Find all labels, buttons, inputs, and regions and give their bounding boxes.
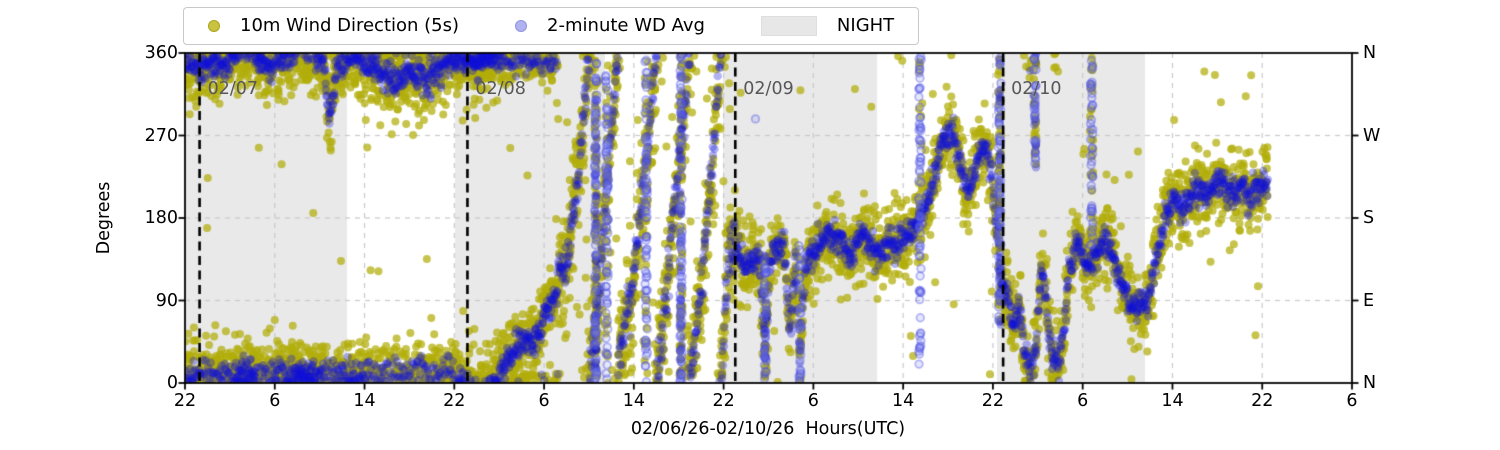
night-patch-icon [760, 16, 817, 36]
x-tick-label: 22 [1251, 391, 1274, 411]
x-tick-label: 14 [1161, 391, 1184, 411]
y-tick-label-left: 0 [166, 373, 178, 393]
x-tick-label: 22 [173, 391, 197, 411]
date-annotation-0210: 02/10 [1011, 79, 1062, 99]
legend-label-night: NIGHT [836, 15, 895, 36]
y-tick-label-left: 180 [144, 208, 178, 228]
x-tick-label: 14 [622, 391, 645, 411]
x-tick-label: 14 [892, 391, 915, 411]
lavender-dot-marker-icon [515, 20, 528, 32]
y-tick-label-left: 360 [144, 43, 178, 63]
y-tick-label-right-compass: E [1363, 290, 1375, 311]
x-tick-label: 14 [353, 391, 376, 411]
date-annotation-0208: 02/08 [475, 79, 526, 99]
y-tick-label-left: 90 [155, 290, 178, 311]
legend-label-wind-direction-5s: 10m Wind Direction (5s) [240, 15, 460, 36]
legend-label-wd-avg: 2-minute WD Avg [547, 15, 705, 36]
y-axis-label: Degrees [94, 181, 114, 255]
y-tick-label-right-compass: S [1363, 208, 1375, 228]
legend: 10m Wind Direction (5s) 2-minute WD Avg … [183, 7, 920, 45]
x-tick-label: 6 [538, 391, 550, 411]
x-tick-label: 6 [1077, 391, 1089, 411]
legend-item-wind-direction-5s: 10m Wind Direction (5s) [208, 8, 459, 44]
yellow-dot-marker-icon [208, 20, 220, 32]
x-tick-label: 6 [1346, 391, 1358, 411]
legend-item-wd-avg: 2-minute WD Avg [515, 8, 705, 44]
x-axis-label: 02/06/26-02/10/26 Hours(UTC) [630, 419, 906, 439]
y-tick-label-right-compass: N [1363, 43, 1377, 63]
x-tick-label: 6 [807, 391, 819, 411]
date-annotation-0207: 02/07 [207, 79, 259, 99]
x-tick-label: 22 [981, 391, 1005, 411]
y-tick-label-left: 270 [144, 125, 178, 146]
date-annotation-0209: 02/09 [743, 79, 794, 99]
y-tick-label-right-compass: N [1363, 373, 1377, 393]
x-tick-label: 22 [443, 391, 466, 411]
legend-item-night: NIGHT [760, 8, 895, 44]
y-tick-label-right-compass: W [1363, 125, 1381, 146]
x-tick-label: 6 [269, 391, 281, 411]
x-tick-label: 22 [712, 391, 735, 411]
